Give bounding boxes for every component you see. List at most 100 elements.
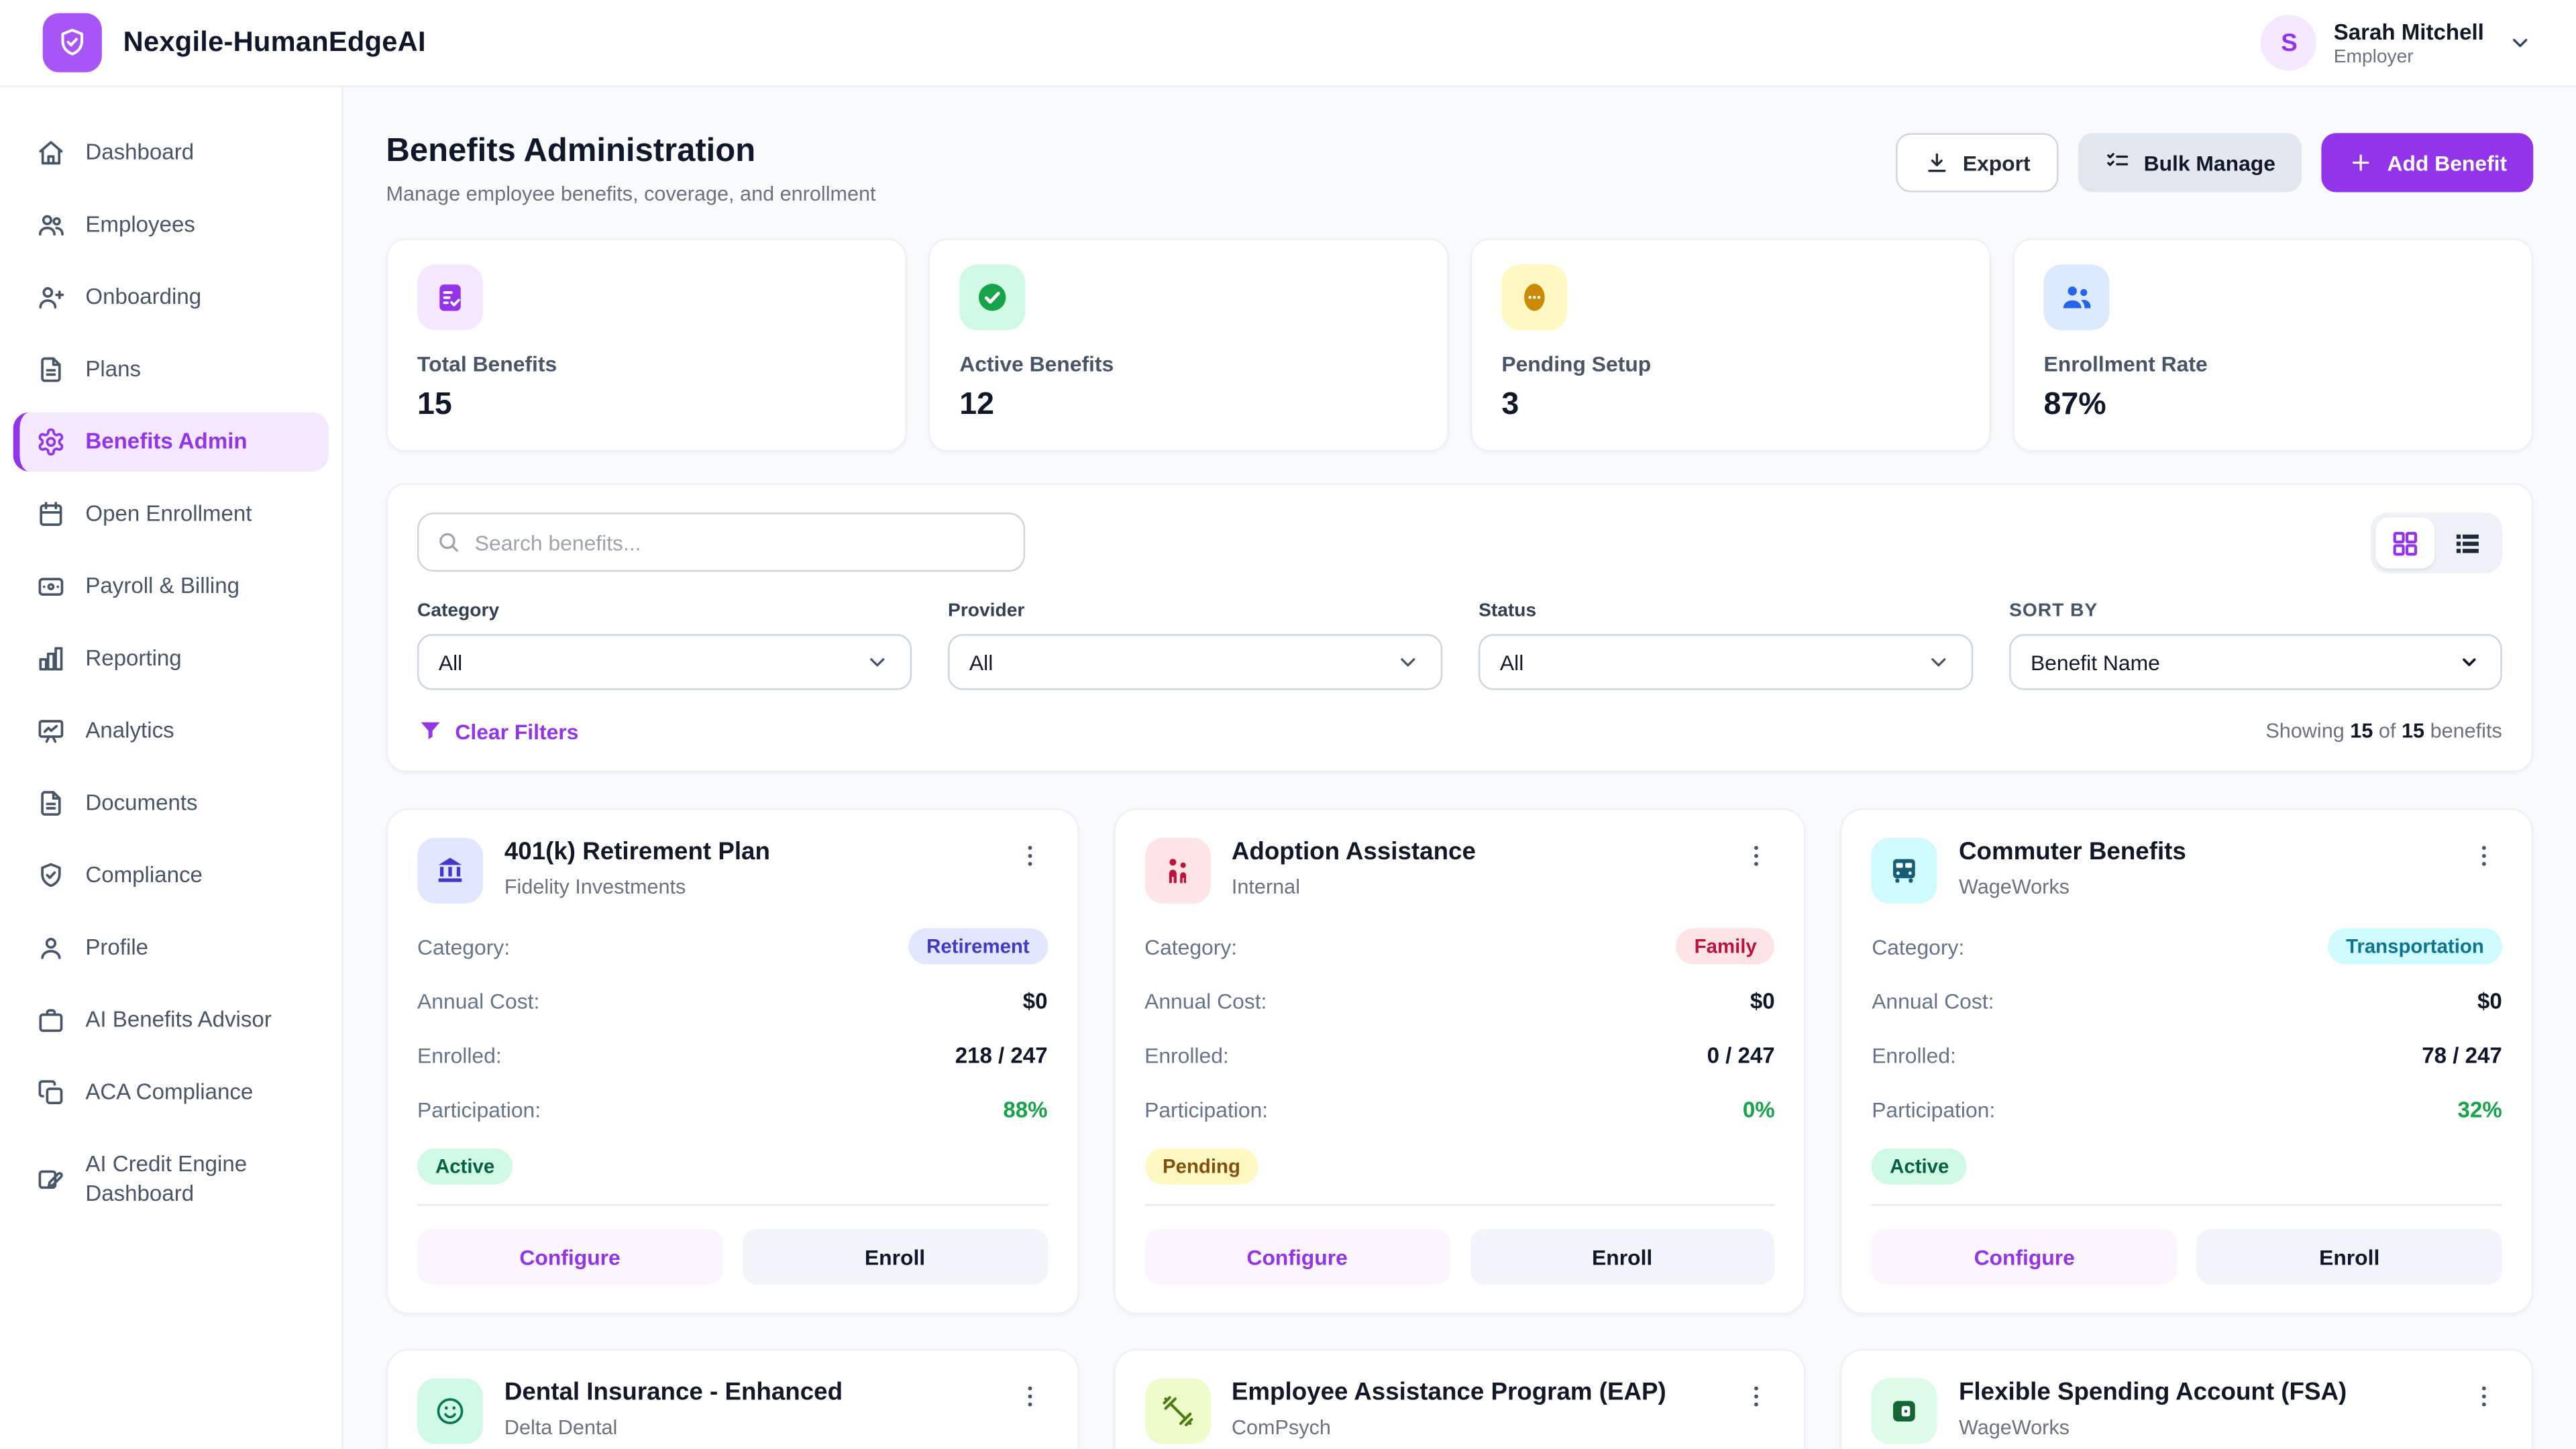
provider-filter-label: Provider	[948, 601, 1025, 621]
benefit-menu-button[interactable]	[1739, 838, 1775, 874]
status-badge: Pending	[1144, 1148, 1258, 1185]
list-icon	[2453, 528, 2482, 557]
dots-vertical-icon	[1015, 1382, 1044, 1411]
benefit-name: Flexible Spending Account (FSA)	[1958, 1378, 2347, 1407]
sidebar: Dashboard Employees Onboarding Plans Ben…	[0, 87, 343, 1449]
enroll-button[interactable]: Enroll	[1469, 1228, 1775, 1285]
annual-cost-label: Annual Cost:	[1144, 988, 1267, 1013]
sidebar-item[interactable]: ACA Compliance	[13, 1063, 329, 1122]
sidebar-item[interactable]: Documents	[13, 773, 329, 833]
list-view-button[interactable]	[2438, 517, 2497, 568]
benefit-menu-button[interactable]	[2466, 838, 2502, 874]
sidebar-item-label: AI Benefits Advisor	[85, 1007, 272, 1032]
filter-icon	[417, 718, 443, 744]
sidebar-item[interactable]: Onboarding	[13, 268, 329, 327]
benefit-menu-button[interactable]	[2466, 1379, 2502, 1415]
participation-value: 88%	[1003, 1096, 1048, 1122]
user-icon	[36, 933, 66, 963]
configure-button[interactable]: Configure	[1872, 1228, 2178, 1285]
benefit-menu-button[interactable]	[1012, 1379, 1048, 1415]
view-toggle	[2370, 513, 2502, 574]
sidebar-item-label: Employees	[85, 212, 195, 237]
chevron-down-icon	[1395, 649, 1421, 675]
grid-view-button[interactable]	[2375, 517, 2435, 569]
sidebar-item[interactable]: Analytics	[13, 702, 329, 761]
stat-label: Pending Setup	[1501, 352, 1652, 376]
stat-icon	[417, 264, 484, 331]
sidebar-item[interactable]: Open Enrollment	[13, 484, 329, 543]
status-select[interactable]: All	[1479, 634, 1974, 690]
export-button[interactable]: Export	[1895, 133, 2059, 193]
sort-select[interactable]: Benefit Name	[2009, 634, 2502, 690]
sidebar-item[interactable]: Payroll & Billing	[13, 557, 329, 616]
category-badge: Family	[1676, 928, 1775, 965]
participation-label: Participation:	[1144, 1096, 1269, 1122]
bus-icon	[1888, 854, 1921, 887]
results-count: Showing 15 of 15 benefits	[2265, 719, 2502, 743]
home-icon	[36, 138, 66, 168]
configure-button[interactable]: Configure	[417, 1228, 723, 1285]
sidebar-item-label: Reporting	[85, 645, 182, 671]
sidebar-item[interactable]: AI Benefits Advisor	[13, 991, 329, 1050]
participation-label: Participation:	[417, 1096, 541, 1122]
user-name: Sarah Mitchell	[2333, 19, 2484, 44]
benefit-icon	[417, 837, 484, 904]
enroll-button[interactable]: Enroll	[2196, 1228, 2502, 1285]
sidebar-item-label: Payroll & Billing	[85, 574, 240, 598]
sidebar-item[interactable]: Dashboard	[13, 123, 329, 182]
sidebar-item-label: Documents	[85, 790, 198, 816]
benefit-icon	[417, 1378, 484, 1444]
enrolled-label: Enrolled:	[1872, 1042, 1956, 1067]
benefit-icon	[1872, 1378, 1938, 1444]
benefit-menu-button[interactable]	[1012, 838, 1048, 874]
enroll-button[interactable]: Enroll	[742, 1228, 1048, 1285]
stat-label: Enrollment Rate	[2043, 352, 2208, 376]
grid-icon	[2390, 528, 2420, 557]
user-plus-icon	[36, 282, 66, 312]
add-benefit-button[interactable]: Add Benefit	[2321, 133, 2534, 193]
divider	[1144, 1204, 1775, 1206]
stat-card: Active Benefits 12	[928, 238, 1450, 452]
sidebar-item[interactable]: Benefits Admin	[13, 412, 329, 472]
dumbbell-icon	[1161, 1395, 1194, 1428]
category-label: Category:	[1144, 934, 1238, 959]
briefcase-icon	[36, 1006, 66, 1035]
category-select[interactable]: All	[417, 634, 912, 690]
stat-card: Pending Setup 3	[1470, 238, 1992, 452]
benefit-menu-button[interactable]	[1739, 1379, 1775, 1415]
provider-select[interactable]: All	[948, 634, 1443, 690]
sidebar-item[interactable]: AI Credit Engine Dashboard	[13, 1135, 329, 1222]
shield-check-icon	[56, 26, 89, 59]
sidebar-item[interactable]: Plans	[13, 340, 329, 399]
stat-value: 12	[959, 387, 994, 423]
checklist-icon	[2104, 150, 2131, 176]
benefit-card: Commuter Benefits WageWorks Category: Tr…	[1840, 808, 2534, 1315]
benefit-name: Employee Assistance Program (EAP)	[1231, 1378, 1666, 1407]
configure-button[interactable]: Configure	[1144, 1228, 1450, 1285]
dots-vertical-icon	[2469, 841, 2499, 871]
sidebar-item[interactable]: Employees	[13, 195, 329, 254]
user-menu[interactable]: S Sarah Mitchell Employer	[2261, 15, 2533, 71]
smile-icon	[434, 1395, 467, 1428]
sidebar-item[interactable]: Compliance	[13, 846, 329, 905]
status-filter-label: Status	[1479, 601, 1537, 621]
sidebar-item-label: Plans	[85, 356, 142, 382]
clear-filters-button[interactable]: Clear Filters	[417, 718, 578, 744]
status-badge: Active	[1872, 1148, 1968, 1185]
shield-check-icon	[36, 861, 66, 890]
presentation-icon	[36, 716, 66, 746]
search-input[interactable]	[417, 513, 1026, 572]
bulk-manage-button[interactable]: Bulk Manage	[2078, 133, 2302, 193]
stat-value: 87%	[2043, 387, 2106, 423]
status-badge: Active	[417, 1148, 513, 1185]
sidebar-item[interactable]: Reporting	[13, 629, 329, 688]
category-badge: Retirement	[908, 928, 1048, 965]
participation-value: 0%	[1742, 1096, 1775, 1122]
main-content: Benefits Administration Manage employee …	[343, 87, 2576, 1449]
sidebar-item[interactable]: Profile	[13, 918, 329, 977]
ellipsis-oval-icon	[1516, 279, 1552, 315]
category-badge: Transportation	[2328, 928, 2502, 965]
user-role: Employer	[2333, 46, 2414, 67]
benefit-name: Adoption Assistance	[1231, 837, 1476, 866]
